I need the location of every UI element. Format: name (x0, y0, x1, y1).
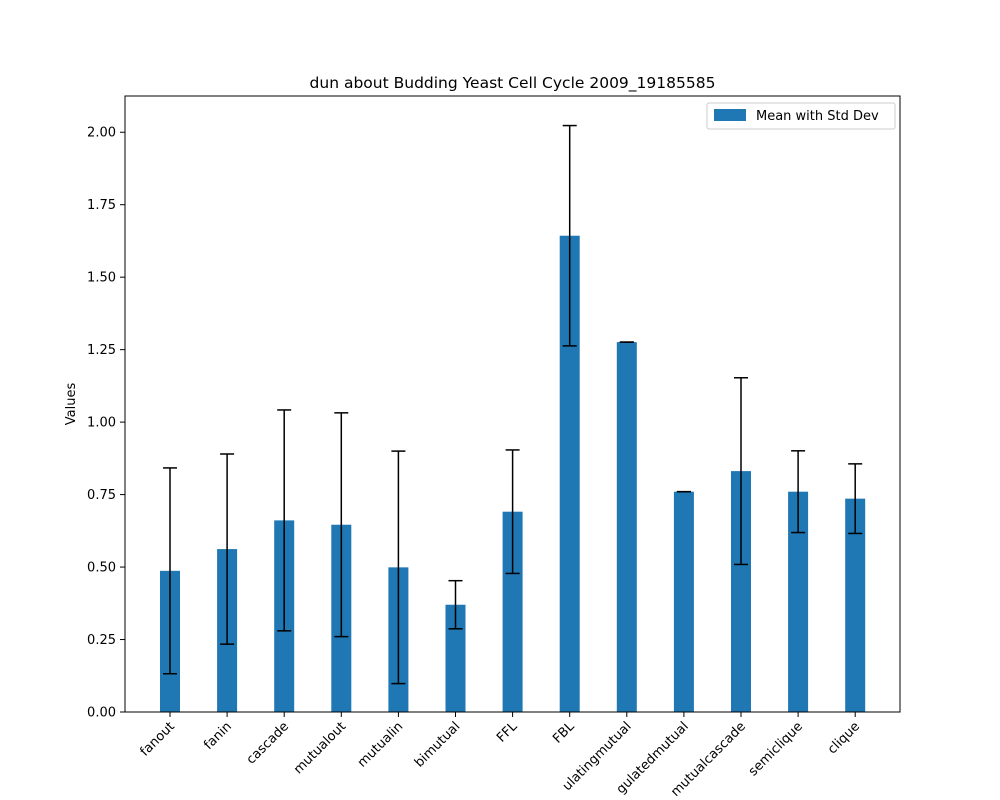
y-tick-label: 1.75 (87, 198, 116, 213)
plot-frame (124, 95, 901, 713)
y-tick-label: 2.00 (87, 126, 116, 141)
y-tick-label: 0.00 (87, 706, 116, 721)
legend-swatch (714, 109, 746, 121)
bar-bimutual (445, 604, 466, 712)
bar-FBL (559, 235, 580, 712)
x-tick-label-mutualout: mutualout (291, 719, 349, 777)
x-tick-label-bimutual: bimutual (412, 719, 463, 770)
legend: Mean with Std Dev (706, 102, 896, 130)
bar-regulatingmutual (616, 342, 637, 712)
bar-FFL (502, 511, 523, 712)
x-tick-label-cascade: cascade (244, 719, 292, 767)
x-tick-label-semiclique: semiclique (746, 719, 806, 779)
y-tick-label: 1.00 (87, 416, 116, 431)
x-tick-label-fanout: fanout (137, 719, 177, 759)
x-tick-label-clique: clique (825, 719, 863, 757)
bar-regulatedmutual (673, 491, 694, 712)
legend-box (706, 102, 896, 130)
legend-label: Mean with Std Dev (756, 109, 879, 124)
y-tick-label: 0.25 (87, 633, 116, 648)
bar-clique (845, 498, 866, 712)
y-tick-label: 0.75 (87, 488, 116, 503)
x-axis-ticks: fanout fanin cascade mutualout mutualin bimut… (137, 712, 863, 800)
x-tick-label-FBL: FBL (550, 719, 578, 747)
y-tick-label: 1.50 (87, 271, 116, 286)
y-axis-label: Values (64, 383, 79, 426)
chart-title: dun about Budding Yeast Cell Cycle 2009_… (310, 74, 716, 93)
errorbars-group (163, 124, 863, 685)
y-axis-ticks: 0.00 0.25 0.50 0.75 1.00 1.25 1.50 1.75 2.00 (87, 126, 125, 721)
x-tick-label-mutualin: mutualin (355, 719, 406, 770)
bar-semiclique (788, 491, 809, 712)
bar-mutualcascade (731, 471, 751, 712)
y-tick-label: 0.50 (87, 561, 116, 576)
x-tick-label-fanin: fanin (201, 719, 235, 753)
x-tick-label-FFL: FFL (494, 719, 521, 746)
y-tick-label: 1.25 (87, 343, 116, 358)
